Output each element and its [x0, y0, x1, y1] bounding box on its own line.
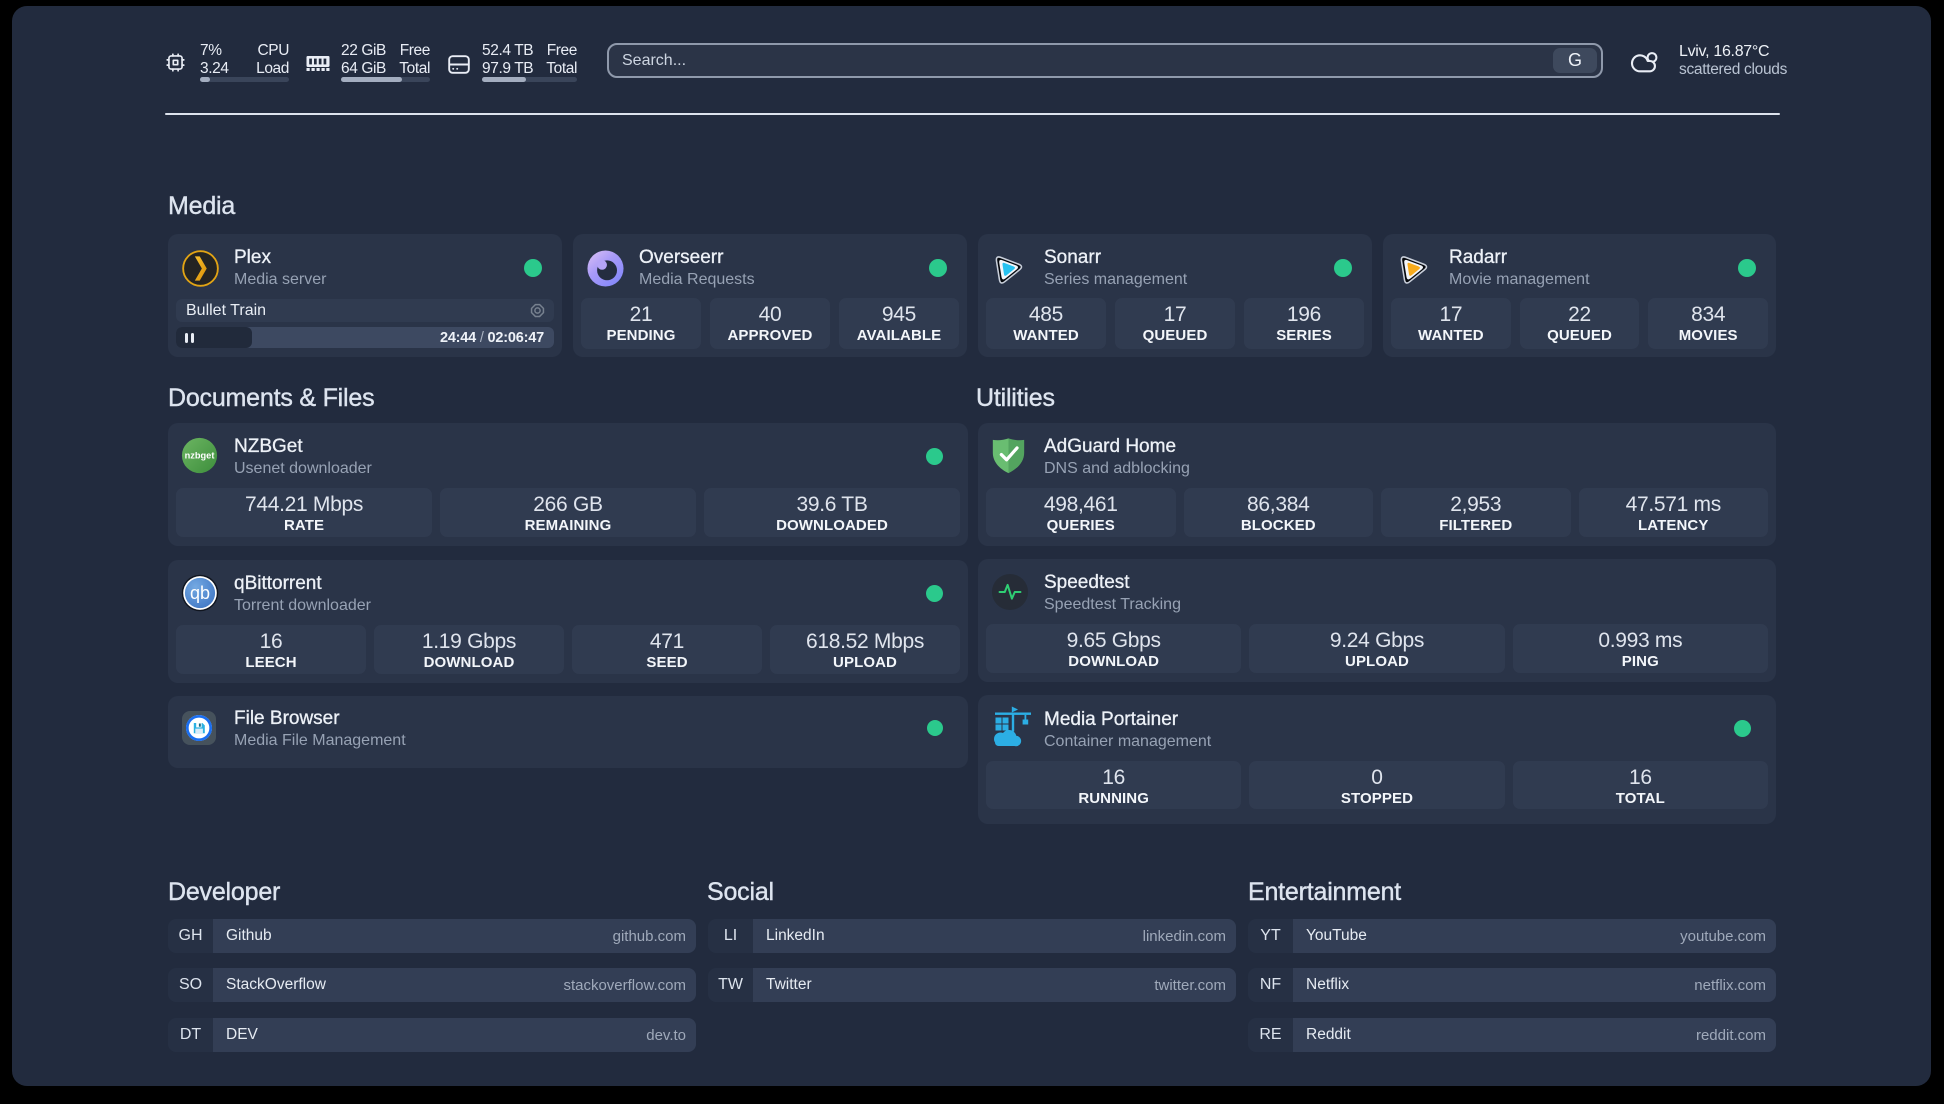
svg-text:qb: qb: [190, 583, 210, 603]
svg-text:nzbget: nzbget: [185, 451, 215, 461]
